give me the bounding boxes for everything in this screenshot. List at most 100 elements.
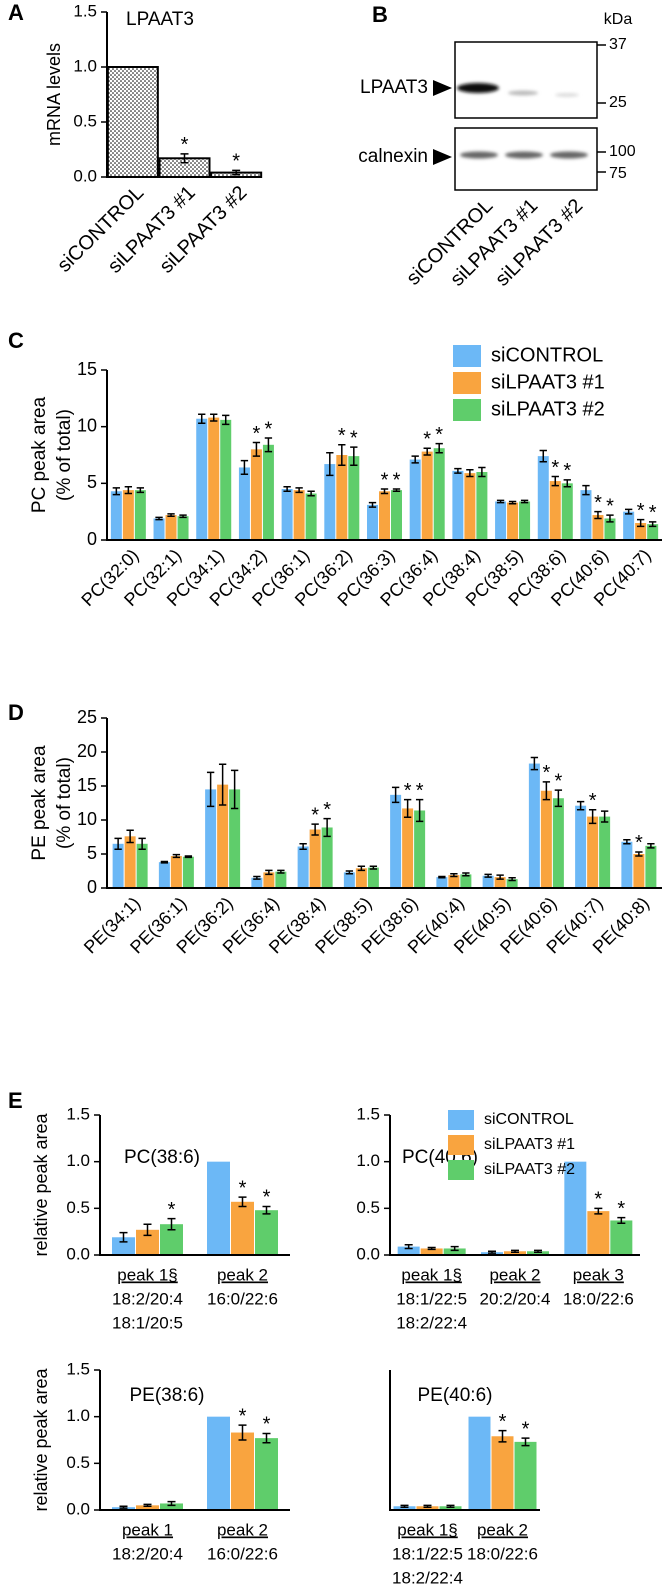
error-bar [623, 838, 631, 845]
error-bar [167, 513, 175, 517]
bar [262, 444, 274, 540]
error-bar [617, 1216, 626, 1225]
significance-label: * [404, 780, 412, 802]
bar [305, 493, 317, 540]
bar [231, 1432, 254, 1510]
y-tick-label: 0.0 [66, 1244, 90, 1263]
bar [231, 1201, 254, 1255]
panel-letter: E [8, 1088, 23, 1113]
marker-label: 37 [609, 36, 627, 53]
error-bar [563, 479, 571, 488]
bar [575, 805, 587, 888]
error-bar [253, 875, 261, 880]
y-axis-label: (% of total) [54, 409, 75, 501]
error-bar [534, 1249, 542, 1253]
bar [124, 836, 136, 888]
bar [336, 455, 348, 540]
x-tick-detail: 18:1/22:5 [392, 1544, 463, 1563]
error-bar [435, 442, 443, 454]
significance-label: * [606, 495, 614, 517]
significance-label: * [239, 1405, 247, 1427]
chart-title: LPAAT3 [126, 9, 194, 30]
significance-label: * [635, 832, 643, 854]
bar [110, 491, 122, 540]
error-bar [265, 869, 273, 876]
error-bar [311, 823, 319, 836]
band [460, 151, 498, 159]
error-bar [554, 789, 563, 808]
panel-letter: C [8, 328, 24, 353]
bar [177, 516, 189, 540]
error-bar [172, 853, 181, 859]
bar [468, 1416, 491, 1510]
bar [580, 490, 592, 540]
bar [433, 448, 445, 540]
legend-swatch [453, 372, 481, 394]
error-bar [283, 485, 291, 493]
bar [196, 418, 208, 540]
legend-label: siLPAAT3 #1 [491, 371, 605, 393]
arrowhead [433, 80, 452, 96]
error-bar [119, 1505, 128, 1509]
error-bar [582, 484, 590, 496]
significance-label: * [253, 423, 261, 445]
significance-label: * [381, 469, 389, 491]
error-bar [338, 444, 346, 466]
bar [122, 490, 134, 540]
error-bar [551, 475, 559, 487]
significance-label: * [416, 780, 424, 802]
bar [293, 490, 305, 540]
bar [514, 1441, 537, 1510]
bar [153, 518, 165, 540]
error-bar [232, 169, 241, 176]
legend-swatch [453, 399, 481, 421]
legend-swatch [448, 1135, 474, 1155]
x-tick-detail: 18:2/22:4 [392, 1568, 463, 1587]
bar [367, 504, 378, 540]
significance-label: * [435, 424, 443, 446]
bar [494, 877, 506, 888]
bar [391, 490, 402, 540]
error-bar [496, 499, 505, 504]
bar [136, 1229, 159, 1255]
legend-swatch [448, 1160, 474, 1180]
error-bar [155, 516, 163, 521]
error-bar [423, 447, 431, 456]
error-bar [648, 521, 657, 528]
bar [348, 456, 360, 540]
bar [112, 1237, 135, 1255]
error-bar [114, 837, 122, 850]
error-bar [180, 153, 189, 164]
error-bar [594, 510, 602, 520]
error-bar [238, 1196, 247, 1208]
significance-label: * [423, 428, 431, 450]
y-tick-label: 5 [87, 843, 97, 863]
bar [324, 464, 336, 540]
arrowhead [433, 149, 452, 165]
error-bar [454, 467, 462, 474]
error-bar [450, 872, 458, 878]
bar [564, 1161, 587, 1255]
bar [621, 841, 633, 888]
error-bar [299, 843, 307, 850]
significance-label: * [263, 1187, 271, 1209]
chart-title: PE(40:6) [418, 1385, 493, 1406]
error-bar [392, 488, 401, 493]
error-bar [326, 451, 334, 477]
x-tick-label: peak 1§ [117, 1265, 178, 1284]
error-bar [403, 798, 412, 819]
significance-label: * [239, 1177, 247, 1199]
significance-label: * [338, 425, 346, 447]
bar [281, 489, 293, 540]
bar [507, 502, 519, 540]
significance-label: * [589, 790, 597, 812]
error-bar [262, 1205, 271, 1215]
bar [136, 1505, 159, 1510]
error-bar [167, 1500, 176, 1507]
x-tick-detail: 16:0/22:6 [207, 1289, 278, 1308]
y-tick-label: 10 [77, 415, 97, 435]
significance-label: * [637, 500, 645, 522]
error-bar [119, 1231, 128, 1243]
bar [393, 1506, 416, 1510]
y-tick-label: 0.0 [356, 1244, 380, 1263]
